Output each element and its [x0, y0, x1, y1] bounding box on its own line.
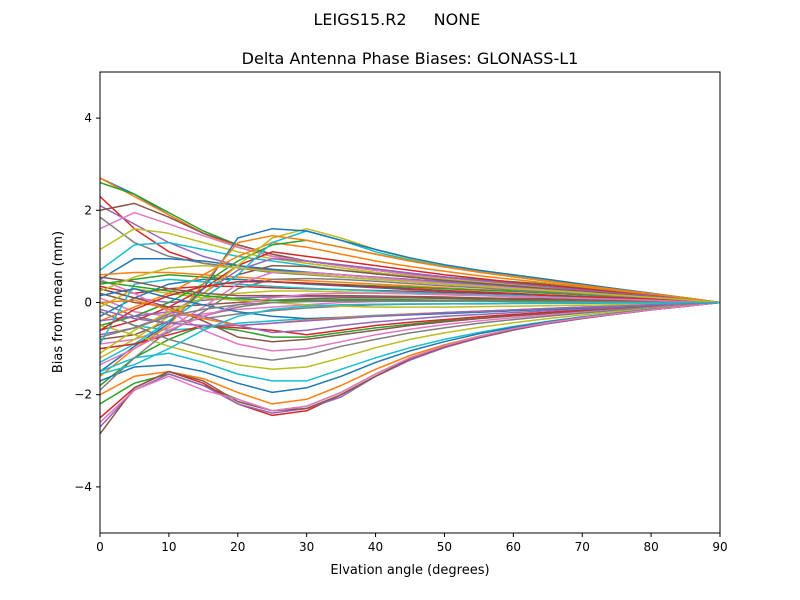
x-tick-label: 90	[712, 540, 727, 554]
suptitle-radome: NONE	[434, 10, 481, 29]
series-line-s38	[100, 301, 720, 361]
series-line-s54	[100, 281, 720, 331]
x-tick-label: 20	[230, 540, 245, 554]
series-line-s36	[100, 287, 720, 343]
y-axis-label: Bias from mean (mm)	[51, 231, 66, 373]
x-tick-label: 50	[437, 540, 452, 554]
suptitle-model: LEIGS15.R2	[313, 10, 406, 29]
x-tick-label: 80	[643, 540, 658, 554]
x-tick-label: 60	[506, 540, 521, 554]
y-tick-label: 0	[84, 296, 92, 310]
y-tick-label: −4	[74, 480, 92, 494]
x-tick-label: 0	[96, 540, 104, 554]
x-axis: 0 10 20 30 40 50 60 70 80 90	[96, 533, 728, 554]
x-axis-label: Elvation angle (degrees)	[330, 563, 489, 578]
series-line-s56	[100, 276, 720, 304]
series-lines	[100, 177, 720, 435]
series-line-s58	[100, 300, 720, 338]
y-tick-label: −2	[74, 388, 92, 402]
x-tick-label: 70	[575, 540, 590, 554]
series-line-s55	[100, 301, 720, 327]
y-axis: −4 −2 0 2 4	[74, 111, 100, 494]
series-line-s31	[100, 227, 720, 373]
chart-title: Delta Antenna Phase Biases: GLONASS-L1	[242, 49, 579, 68]
series-line-s22	[100, 241, 720, 322]
series-line-s57	[100, 292, 720, 366]
series-line-s32	[100, 234, 720, 377]
series-line-s28	[100, 277, 720, 350]
series-line-s39	[100, 301, 720, 371]
y-tick-label: 2	[84, 203, 92, 217]
x-tick-label: 10	[161, 540, 176, 554]
series-line-s47	[100, 301, 720, 423]
series-line-s59	[100, 264, 720, 304]
x-tick-label: 40	[368, 540, 383, 554]
y-tick-label: 4	[84, 111, 92, 125]
series-line-s60	[100, 301, 720, 375]
x-tick-label: 30	[299, 540, 314, 554]
